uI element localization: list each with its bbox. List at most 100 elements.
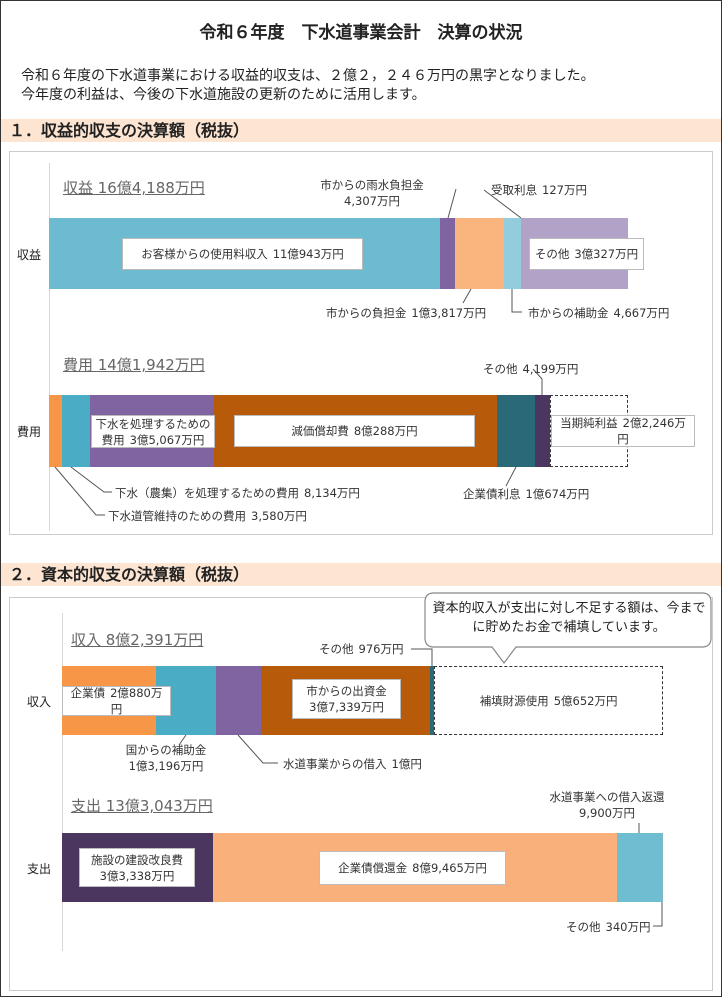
label-name: 市からの出資金 [306, 684, 387, 698]
label-value: 2億2,246万円 [617, 416, 686, 446]
data-label-text: 下水を処理するための費用 3億5,067万円 [95, 416, 211, 448]
data-label-text: 市からの出資金 3億7,339万円 [306, 683, 387, 715]
row-label: 収入 [27, 694, 52, 709]
label-name: 受取利息 [491, 183, 537, 197]
data-label: 下水を処理するための費用 3億5,067万円 [91, 415, 215, 448]
label-name: 企業債償還金 [338, 861, 408, 875]
leader-line [462, 288, 472, 304]
label-value: 4,667万円 [613, 306, 670, 320]
bar-segment [497, 395, 535, 467]
data-label: その他 3億327万円 [529, 238, 644, 270]
label-value: 1億円 [391, 757, 422, 771]
label-name: 補填財源使用 [479, 693, 549, 708]
label-name: 企業債 [70, 686, 106, 700]
label-value: 3億327万円 [574, 247, 639, 261]
section-heading: １．収益的収支の決算額（税抜） [1, 119, 721, 142]
data-label: 当期純利益 2億2,246万円 [551, 415, 695, 447]
row-label: 収益 [17, 247, 42, 262]
data-label: 水道事業への借入返還 9,900万円 [550, 789, 665, 821]
label-value: 3億5,067万円 [129, 432, 205, 447]
label-value: 1億3,196万円 [128, 759, 204, 773]
label-value: 8億9,465万円 [412, 861, 487, 875]
data-label-text: その他 3億327万円 [535, 246, 638, 262]
note-bubble [424, 592, 712, 664]
bar-segment [661, 833, 663, 902]
data-label: 減価償却費 8億288万円 [234, 415, 475, 447]
data-label: 受取利息 127万円 [491, 182, 587, 198]
data-label: 企業債 2億880万円 [62, 686, 171, 716]
label-name: その他 [483, 362, 518, 376]
bar-segment [49, 395, 62, 467]
bar-segment [61, 395, 91, 467]
data-label: お客様からの使用料収入 11億943万円 [122, 238, 363, 270]
label-value: 1億3,817万円 [411, 306, 487, 320]
bar-segment [429, 666, 435, 735]
data-label-text: 補填財源使用 5億652万円 [480, 693, 618, 709]
data-label-text: 企業債 2億880万円 [66, 685, 167, 717]
bar-segment [455, 218, 505, 289]
label-value: 11億943万円 [272, 247, 344, 261]
data-label: 国からの補助金 1億3,196万円 [126, 742, 207, 774]
leader-line [54, 466, 105, 516]
data-label: その他 340万円 [566, 919, 650, 935]
label-name: その他 [566, 920, 601, 934]
bar-heading: 収益 16億4,188万円 [63, 179, 205, 197]
bar-segment [616, 833, 662, 902]
label-name: 国からの補助金 [125, 743, 207, 757]
leader-line [511, 289, 522, 313]
bar-heading: 費用 14億1,942万円 [63, 356, 205, 374]
data-label: 補填財源使用 5億652万円 [434, 666, 663, 735]
label-name: 下水（農集）を処理するための費用 [115, 486, 299, 500]
label-name: 企業債利息 [463, 487, 521, 501]
panel [9, 597, 713, 991]
balance-segment [434, 666, 663, 735]
axis-line [49, 163, 50, 531]
label-name: 市からの補助金 [528, 306, 609, 320]
label-name: 市からの負担金 [325, 306, 407, 320]
label-name: 下水道管維持のための費用 [108, 509, 246, 523]
data-label: 市からの負担金 1億3,817万円 [326, 305, 486, 321]
leader-line [505, 466, 517, 487]
data-label: 企業債償還金 8億9,465万円 [319, 851, 506, 885]
leader-line [483, 189, 522, 219]
label-value: 8,134万円 [304, 486, 360, 500]
label-value: 4,307万円 [344, 194, 400, 208]
axis-line [62, 613, 63, 951]
label-value: 5億652万円 [553, 693, 618, 708]
section-heading: ２．資本的収支の決算額（税抜） [1, 563, 721, 586]
leader-line [653, 902, 663, 927]
leader-line [532, 368, 543, 395]
bar-segment [534, 395, 550, 467]
bar-segment [504, 218, 521, 289]
leader-line [178, 734, 187, 746]
label-name: 市からの雨水負担金 [320, 178, 424, 192]
label-value: 340万円 [605, 920, 651, 934]
label-name: 施設の建設改良費 [91, 852, 183, 867]
intro-text: 令和６年度の下水道事業における収益的収支は、２億２，２４６万円の黒字となりました… [21, 68, 595, 84]
data-label: 企業債利息 1億674万円 [463, 486, 589, 502]
data-label-text: お客様からの使用料収入 11億943万円 [141, 246, 344, 262]
label-value: 3,580万円 [251, 509, 307, 523]
label-name: 当期純利益 [560, 416, 618, 430]
data-label-text: 企業債償還金 8億9,465万円 [338, 860, 487, 876]
leader-line [237, 734, 278, 764]
label-name: 水道事業からの借入 [283, 757, 387, 771]
bar-segment [440, 218, 456, 289]
label-value: 9,900万円 [579, 806, 635, 820]
page-title: 令和６年度 下水道事業会計 決算の状況 [199, 23, 523, 43]
bar-heading: 収入 8億2,391万円 [71, 631, 204, 649]
data-label: 下水道管維持のための費用 3,580万円 [108, 508, 307, 524]
data-label: 施設の建設改良費 3億3,338万円 [79, 848, 195, 887]
row-label: 費用 [17, 425, 42, 439]
bar-segment [215, 666, 262, 735]
bar-heading: 支出 13億3,043万円 [71, 797, 213, 815]
data-label: 下水（農集）を処理するための費用 8,134万円 [115, 485, 360, 501]
data-label: 市からの出資金 3億7,339万円 [292, 679, 401, 719]
label-name: 下水を処理するための費用 [95, 416, 211, 447]
label-value: 1億674万円 [525, 487, 590, 501]
label-value: 8億288万円 [353, 424, 418, 438]
note-text: 資本的収入が支出に対し不足する額は、今までに貯めたお金で補填しています。 [432, 601, 706, 635]
leader-line [70, 466, 112, 493]
label-value: 2億880万円 [110, 686, 163, 716]
